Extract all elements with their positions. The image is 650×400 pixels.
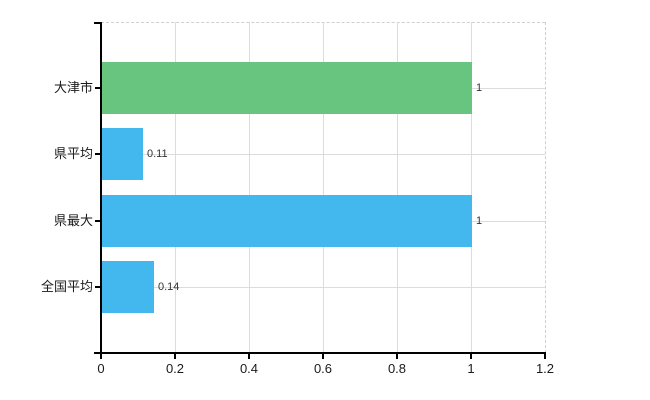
plot-border-right — [545, 22, 546, 353]
x-axis-tick — [174, 352, 176, 359]
y-gridline — [101, 154, 545, 155]
x-axis-tick — [322, 352, 324, 359]
x-axis-tick — [396, 352, 398, 359]
y-axis-tick — [95, 220, 101, 222]
x-axis-tick-label: 0.2 — [165, 361, 185, 376]
x-axis-tick — [544, 352, 546, 359]
y-gridline — [101, 287, 545, 288]
y-axis-category-label: 県平均 — [53, 146, 93, 161]
x-gridline — [397, 22, 398, 353]
y-axis-tick — [95, 153, 101, 155]
x-gridline — [323, 22, 324, 353]
x-gridline — [175, 22, 176, 353]
x-axis-tick — [100, 352, 102, 359]
x-gridline — [249, 22, 250, 353]
bar-2 — [102, 128, 143, 180]
y-axis-line — [100, 22, 102, 354]
x-axis-tick-label: 0.6 — [313, 361, 333, 376]
y-axis-category-label: 県最大 — [53, 213, 93, 228]
bar-value-label: 0.14 — [158, 281, 180, 293]
bar-value-label: 1 — [476, 215, 483, 227]
y-axis-category-label: 全国平均 — [40, 279, 93, 294]
y-axis-category-label: 大津市 — [53, 80, 93, 95]
y-axis-tick — [95, 87, 101, 89]
bar-1 — [102, 62, 472, 114]
x-axis-tick-label: 1.2 — [535, 361, 555, 376]
bar-3 — [102, 195, 472, 247]
x-axis-tick-label: 1 — [467, 361, 475, 376]
x-axis-tick-label: 0 — [97, 361, 105, 376]
x-axis-tick-label: 0.8 — [387, 361, 407, 376]
y-axis-top-tick — [94, 22, 100, 24]
bar-value-label: 1 — [476, 82, 483, 94]
x-axis-tick — [470, 352, 472, 359]
bar-value-label: 0.11 — [147, 148, 168, 160]
bar-4 — [102, 261, 154, 313]
x-axis-tick — [248, 352, 250, 359]
y-axis-tick — [95, 286, 101, 288]
x-axis-tick-label: 0.4 — [239, 361, 259, 376]
x-axis-line — [94, 352, 546, 354]
x-gridline — [471, 22, 472, 353]
